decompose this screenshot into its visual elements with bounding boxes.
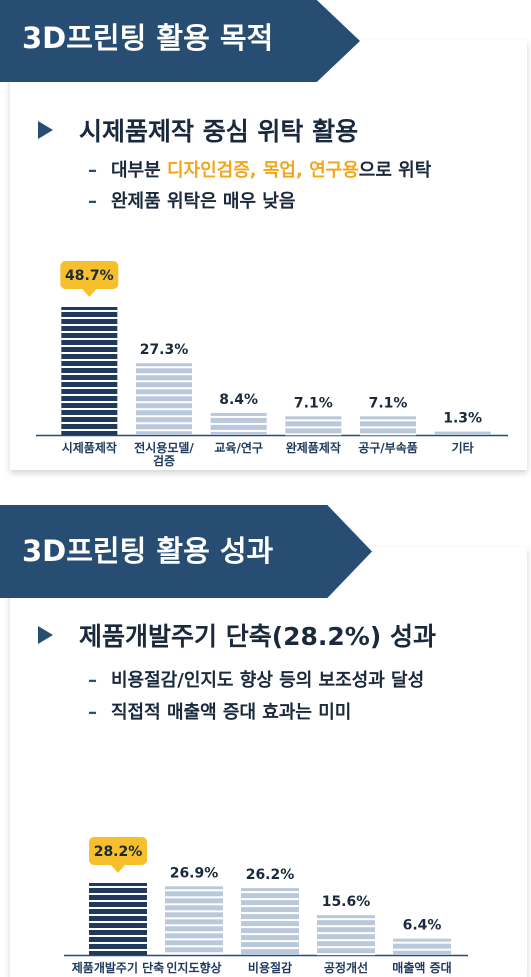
bar-value-label: 8.4% xyxy=(219,392,258,408)
bar-value-label: 7.1% xyxy=(369,395,408,411)
bullet-highlight: 디자인검증, 목업, 연구용 xyxy=(166,160,359,181)
triangle-bullet-icon xyxy=(38,121,53,139)
value-callout: 48.7% xyxy=(60,261,119,297)
bar xyxy=(89,883,147,955)
bar-value-label: 28.2% xyxy=(94,844,143,860)
triangle-bullet-icon xyxy=(38,626,53,644)
section-banner: 3D프린팅 활용 목적 xyxy=(0,0,360,82)
bar-value-label: 26.9% xyxy=(170,865,219,881)
bullet-line: – 직접적 매출액 증대 효과는 미미 xyxy=(88,698,351,724)
category-label: 공구/부속품 xyxy=(358,441,418,455)
category-label: 교육/연구 xyxy=(214,440,263,455)
bullet-line: – 완제품 위탁은 매우 낮음 xyxy=(88,187,295,213)
category-label: 제품개발주기 단축 xyxy=(72,960,165,975)
bar-value-label: 7.1% xyxy=(294,395,333,411)
heading-text: 제품개발주기 단축(28.2%) 성과 xyxy=(79,622,436,651)
dash-icon: – xyxy=(88,191,97,212)
outcome-bar-chart: 28.2% 제품개발주기 단축 26.9% 인지도향상 26.2% 비용절감 15.6% 공정… xyxy=(64,837,468,975)
heading-text: 시제품제작 중심 위탁 활용 xyxy=(79,117,359,146)
bar xyxy=(393,938,451,955)
bar-value-label: 15.6% xyxy=(322,894,371,910)
outcome-section: 3D프린팅 활용 성과 제품개발주기 단축(28.2%) 성과 – 비용절감/인지… xyxy=(0,505,531,977)
bullet-text-end: 으로 위탁 xyxy=(358,160,432,181)
category-label: 시제품제작 xyxy=(62,440,117,455)
bar xyxy=(165,886,223,955)
bar xyxy=(210,412,267,435)
category-label: 완제품제작 xyxy=(286,440,341,455)
category-label: 기타 xyxy=(452,440,474,455)
bar xyxy=(360,416,416,436)
bullet-text: 비용절감/인지도 향상 등의 보조성과 달성 xyxy=(111,670,425,691)
bar xyxy=(317,915,375,956)
dash-icon: – xyxy=(88,670,97,691)
bar-value-label: 6.4% xyxy=(403,918,442,934)
purpose-bar-chart: 48.7% 시제품제작 27.3% 전시용모델/검증 8.4% 교육/연구 7.1% 완제품제… xyxy=(36,261,508,468)
value-callout: 28.2% xyxy=(89,837,147,873)
bullet-line: – 비용절감/인지도 향상 등의 보조성과 달성 xyxy=(88,666,424,692)
bar xyxy=(241,888,299,955)
bar-value-label: 26.2% xyxy=(246,867,295,883)
category-label: 비용절감 xyxy=(248,960,292,975)
bullet-text: 직접적 매출액 증대 효과는 미미 xyxy=(111,702,352,723)
bar xyxy=(136,363,192,435)
category-label: 매출액 증대 xyxy=(392,960,451,975)
bullet-line: – 대부분 디자인검증, 목업, 연구용으로 위탁 xyxy=(88,156,431,182)
bar xyxy=(434,431,491,435)
bar xyxy=(61,307,118,435)
purpose-section: 3D프린팅 활용 목적 시제품제작 중심 위탁 활용 – 대부분 디자인검증, 목… xyxy=(0,0,531,470)
section-heading: 제품개발주기 단축(28.2%) 성과 xyxy=(38,617,436,653)
bullet-text: 완제품 위탁은 매우 낮음 xyxy=(111,191,296,212)
section-banner: 3D프린팅 활용 성과 xyxy=(0,505,372,598)
bar xyxy=(285,416,342,436)
dash-icon: – xyxy=(88,160,97,181)
section-heading: 시제품제작 중심 위탁 활용 xyxy=(38,112,358,148)
category-label: 공정개선 xyxy=(324,960,368,975)
bar-value-label: 27.3% xyxy=(140,342,189,358)
bullet-text: 대부분 xyxy=(111,160,167,181)
bar-value-label: 1.3% xyxy=(443,411,482,427)
category-label: 전시용모델/검증 xyxy=(134,440,194,468)
dash-icon: – xyxy=(88,702,97,723)
bar-value-label: 48.7% xyxy=(65,268,114,284)
category-label: 인지도향상 xyxy=(166,960,221,975)
